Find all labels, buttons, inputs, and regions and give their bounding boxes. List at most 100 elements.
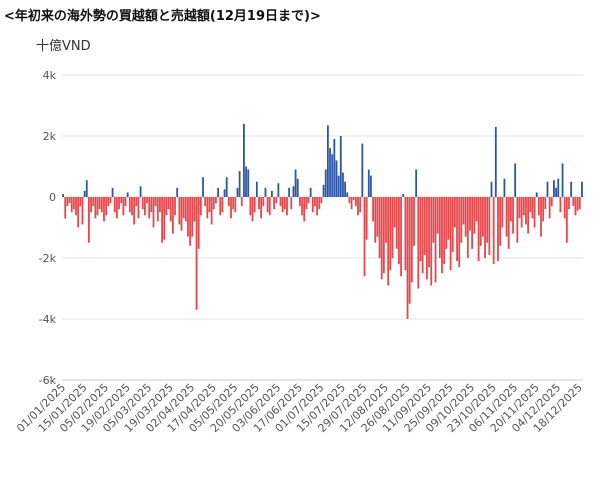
- bar: [135, 197, 138, 207]
- bar: [301, 197, 303, 216]
- bar: [296, 178, 299, 197]
- bar: [221, 197, 224, 213]
- bar: [100, 197, 103, 213]
- bar: [359, 197, 362, 213]
- bar: [154, 197, 157, 207]
- bar: [169, 197, 172, 222]
- bar: [191, 197, 194, 237]
- bar: [570, 181, 573, 197]
- bar: [199, 197, 202, 216]
- bar: [88, 197, 90, 243]
- bar: [159, 197, 161, 213]
- bar: [182, 197, 185, 219]
- bar: [111, 187, 114, 197]
- bar: [529, 197, 532, 213]
- bar: [501, 197, 504, 228]
- bar: [447, 197, 450, 240]
- bar: [540, 197, 542, 237]
- bar: [550, 197, 553, 207]
- bar: [232, 197, 235, 210]
- bar: [311, 197, 314, 213]
- bar: [223, 189, 226, 197]
- y-tick-label: -2k: [39, 252, 57, 265]
- bar: [514, 163, 517, 197]
- bar: [238, 171, 241, 197]
- y-tick-label: 0: [49, 191, 56, 204]
- bar: [281, 197, 284, 213]
- bar: [509, 197, 512, 222]
- bar: [292, 186, 295, 197]
- bar: [372, 197, 374, 222]
- bar: [75, 197, 77, 216]
- bar: [314, 197, 316, 207]
- bar: [393, 197, 396, 228]
- bar: [365, 197, 368, 240]
- bar: [217, 187, 219, 197]
- bar: [180, 197, 183, 231]
- y-axis-label: 十億VND: [36, 38, 91, 54]
- bar: [391, 197, 394, 258]
- bar: [335, 160, 338, 197]
- bar: [309, 187, 312, 197]
- bar: [329, 148, 331, 197]
- bar: [537, 197, 540, 216]
- bar: [174, 197, 176, 216]
- bar: [247, 169, 250, 197]
- bar: [212, 197, 215, 210]
- bar: [404, 197, 407, 271]
- y-tick-label: 2k: [43, 130, 57, 143]
- bar: [522, 197, 525, 216]
- bar: [225, 177, 228, 197]
- bar: [202, 177, 204, 197]
- bar: [326, 125, 329, 197]
- bar: [150, 197, 153, 213]
- bar: [423, 197, 426, 255]
- bar: [389, 197, 392, 271]
- bar: [417, 197, 420, 289]
- bar: [262, 197, 265, 207]
- bar: [165, 197, 168, 216]
- bar: [131, 197, 133, 216]
- bar: [475, 197, 478, 222]
- bar: [113, 197, 116, 213]
- bar: [251, 197, 254, 222]
- bar: [62, 193, 64, 197]
- bar: [283, 197, 286, 210]
- bar: [333, 139, 336, 197]
- bar: [305, 197, 308, 210]
- bar: [298, 197, 301, 207]
- bar: [318, 197, 321, 210]
- bar: [400, 197, 402, 277]
- bar: [161, 197, 164, 243]
- bar: [98, 197, 101, 210]
- bar: [479, 197, 482, 246]
- bar: [490, 181, 493, 197]
- bar: [484, 197, 486, 258]
- bar: [352, 197, 355, 201]
- bar: [206, 197, 209, 219]
- bar: [438, 197, 441, 258]
- bar: [466, 197, 469, 258]
- bar: [492, 197, 495, 265]
- bar: [464, 197, 467, 237]
- bar: [428, 197, 430, 268]
- bar: [553, 180, 555, 197]
- bar: [122, 197, 125, 216]
- bar: [378, 197, 381, 258]
- bar: [486, 197, 489, 243]
- bar: [245, 166, 247, 197]
- bar: [178, 197, 181, 225]
- bar: [398, 197, 400, 265]
- bar: [367, 169, 370, 197]
- bar: [124, 197, 127, 207]
- bar: [197, 197, 200, 249]
- bar: [137, 197, 140, 219]
- bar: [307, 197, 310, 204]
- bar: [83, 190, 86, 197]
- bar: [374, 197, 377, 243]
- bar: [469, 197, 471, 231]
- bar: [458, 197, 461, 268]
- bar: [460, 197, 463, 243]
- bar: [578, 197, 581, 210]
